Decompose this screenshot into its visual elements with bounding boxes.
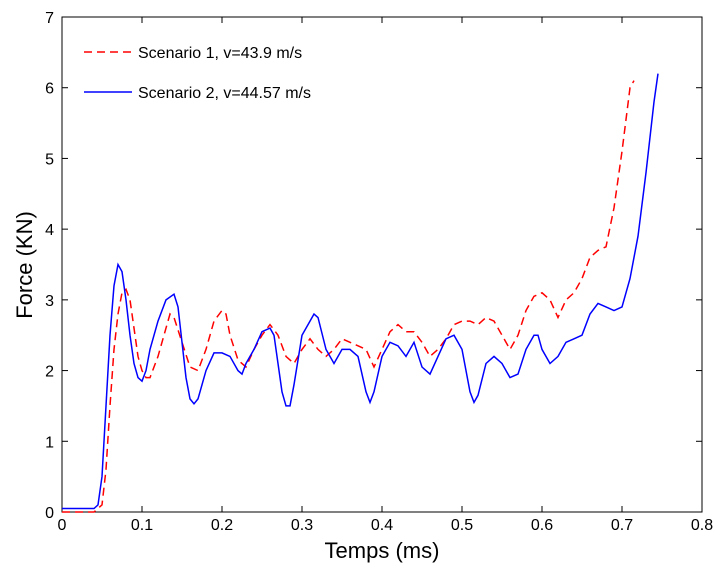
y-tick-label: 4 [45,222,54,239]
x-tick-label: 0.8 [691,517,713,534]
y-tick-label: 5 [45,151,54,168]
y-tick-label: 1 [45,434,54,451]
x-axis-label: Temps (ms) [325,538,440,563]
series-line [62,73,659,510]
y-tick-label: 2 [45,364,54,381]
x-tick-label: 0.6 [531,517,553,534]
y-tick-label: 0 [45,505,54,522]
series-line [62,80,635,513]
y-axis-label: Force (KN) [12,211,37,319]
legend-label: Scenario 1, v=43.9 m/s [138,45,302,62]
x-tick-label: 0.5 [451,517,473,534]
x-tick-label: 0.3 [291,517,313,534]
x-tick-label: 0.2 [211,517,233,534]
x-tick-label: 0.4 [371,517,393,534]
x-tick-label: 0.1 [131,517,153,534]
y-tick-label: 6 [45,81,54,98]
x-tick-label: 0.7 [611,517,633,534]
legend-label: Scenario 2, v=44.57 m/s [138,85,311,102]
x-tick-label: 0 [58,517,67,534]
y-tick-label: 3 [45,293,54,310]
y-tick-label: 7 [45,10,54,27]
